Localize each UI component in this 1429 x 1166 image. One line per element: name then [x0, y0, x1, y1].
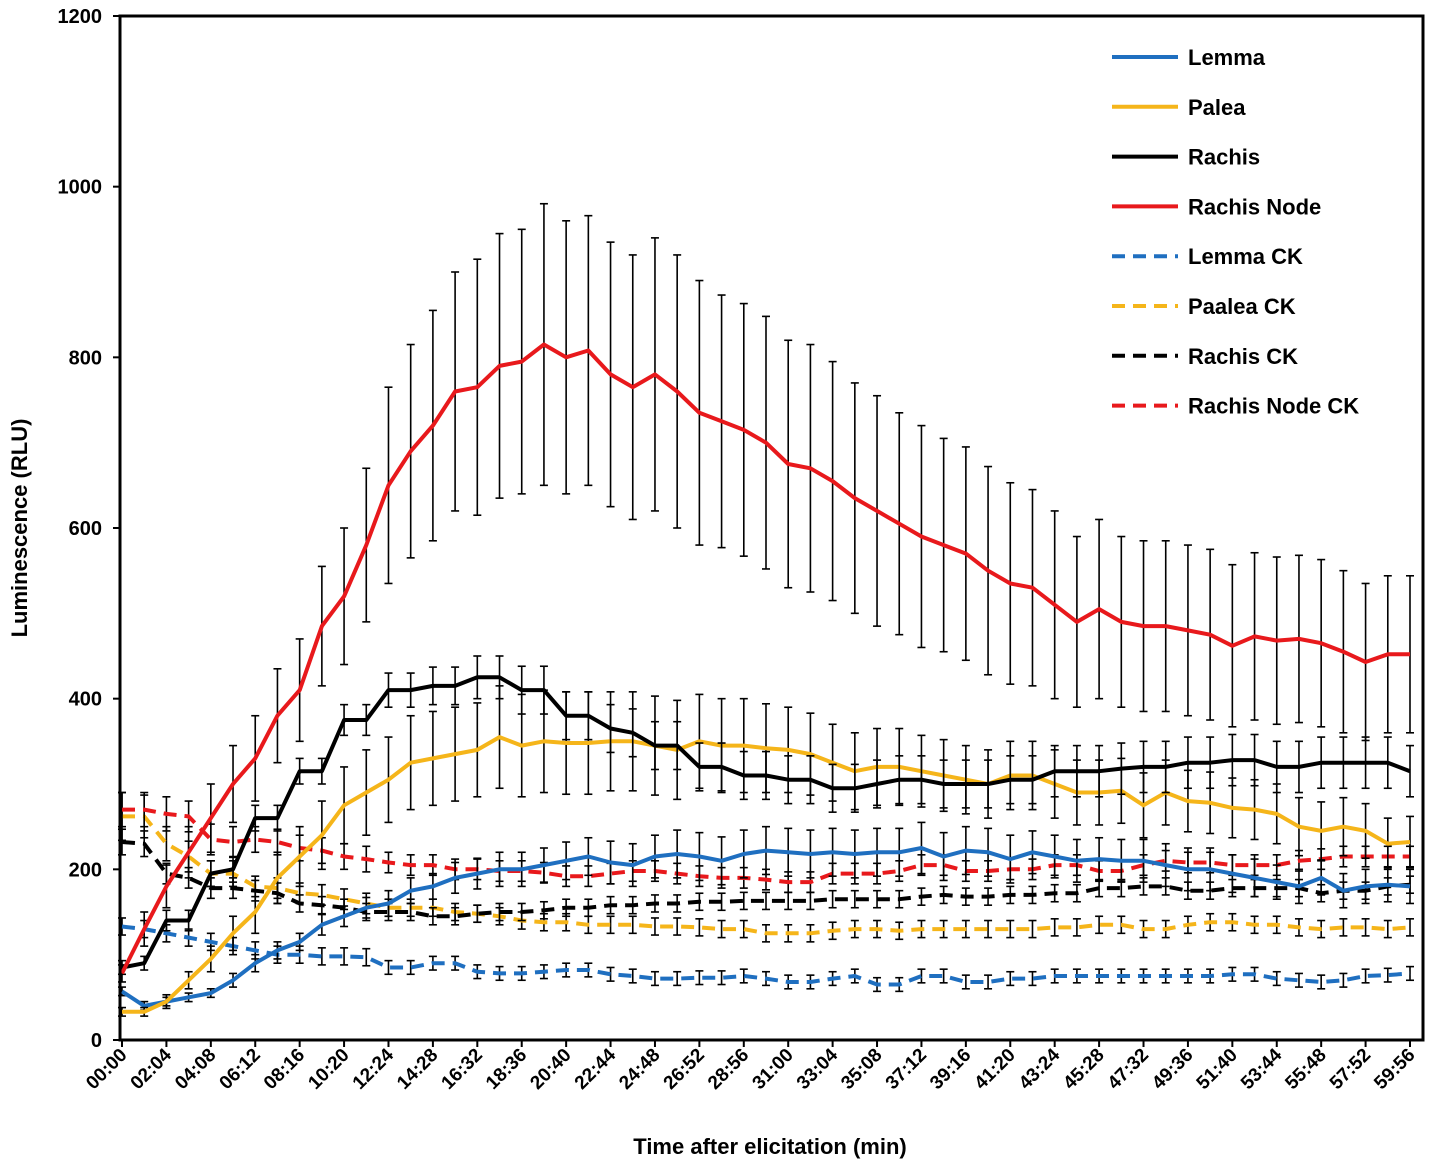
series-line [120, 846, 1411, 1008]
x-tick-label: 06:12 [216, 1045, 265, 1094]
x-tick-label: 49:36 [1148, 1045, 1197, 1094]
x-tick-label: 59:56 [1370, 1045, 1419, 1094]
legend-label: Rachis CK [1188, 344, 1298, 369]
y-tick-label: 0 [91, 1030, 102, 1052]
series-rachis-ck [118, 828, 1414, 926]
series-line [120, 342, 1410, 975]
x-axis-ticks: 00:0002:0404:0806:1208:1610:2012:2414:28… [82, 1040, 1420, 1094]
x-tick-label: 20:40 [526, 1045, 575, 1094]
y-tick-label: 200 [69, 859, 102, 881]
legend-label: Rachis Node [1188, 194, 1321, 219]
y-axis-ticks: 0 200 400 600 800 1000 1200 [58, 6, 120, 1052]
x-tick-label: 24:48 [615, 1045, 664, 1094]
x-axis-title: Time after elicitation (min) [633, 1134, 906, 1159]
x-tick-label: 37:12 [882, 1045, 931, 1094]
legend-label: Palea [1188, 95, 1246, 120]
y-tick-label: 1000 [58, 177, 103, 199]
y-tick-label: 600 [69, 518, 102, 540]
series-rachis-node [118, 202, 1414, 983]
x-tick-label: 28:56 [704, 1045, 753, 1094]
x-tick-label: 02:04 [127, 1044, 177, 1094]
legend: Lemma Palea Rachis Rachis Node Lemma CK Paale… [1112, 45, 1359, 419]
x-tick-label: 55:48 [1281, 1045, 1330, 1094]
x-tick-label: 04:08 [171, 1045, 220, 1094]
legend-label: Rachis Node CK [1188, 394, 1359, 419]
x-tick-label: 33:04 [793, 1044, 843, 1094]
legend-label: Paalea CK [1188, 294, 1296, 319]
series-lemma-ck [118, 917, 1414, 993]
x-tick-label: 57:52 [1326, 1045, 1375, 1094]
series-line [121, 675, 1411, 970]
x-tick-label: 14:28 [393, 1045, 442, 1094]
x-tick-label: 43:24 [1015, 1044, 1065, 1094]
series-line [121, 924, 1411, 987]
x-tick-label: 18:36 [482, 1045, 531, 1094]
x-tick-label: 47:32 [1104, 1045, 1153, 1094]
x-tick-label: 16:32 [438, 1045, 487, 1094]
x-tick-label: 35:08 [837, 1045, 886, 1094]
series-rachis [118, 655, 1414, 976]
chart-marks [118, 202, 1414, 1017]
x-tick-label: 53:44 [1237, 1044, 1287, 1094]
legend-label: Rachis [1188, 145, 1260, 170]
series-line [121, 840, 1411, 919]
series-line [122, 807, 1410, 885]
y-axis-title: Luminescence (RLU) [7, 419, 32, 638]
x-tick-label: 10:20 [304, 1045, 353, 1094]
x-tick-label: 41:20 [971, 1045, 1020, 1094]
x-tick-label: 22:44 [571, 1044, 621, 1094]
x-tick-label: 51:40 [1193, 1045, 1242, 1094]
y-tick-label: 800 [69, 347, 102, 369]
x-tick-label: 26:52 [660, 1045, 709, 1094]
x-tick-label: 45:28 [1059, 1045, 1108, 1094]
legend-label: Lemma CK [1188, 244, 1303, 269]
x-tick-label: 00:00 [82, 1045, 131, 1094]
series-line [122, 814, 1411, 936]
x-tick-label: 12:24 [349, 1044, 399, 1094]
legend-label: Lemma [1188, 45, 1266, 70]
x-tick-label: 08:16 [260, 1045, 309, 1094]
y-tick-label: 400 [69, 689, 102, 711]
x-tick-label: 39:16 [926, 1045, 975, 1094]
x-tick-label: 31:00 [749, 1045, 798, 1094]
series-line [122, 735, 1411, 1014]
y-tick-label: 1200 [58, 6, 103, 28]
